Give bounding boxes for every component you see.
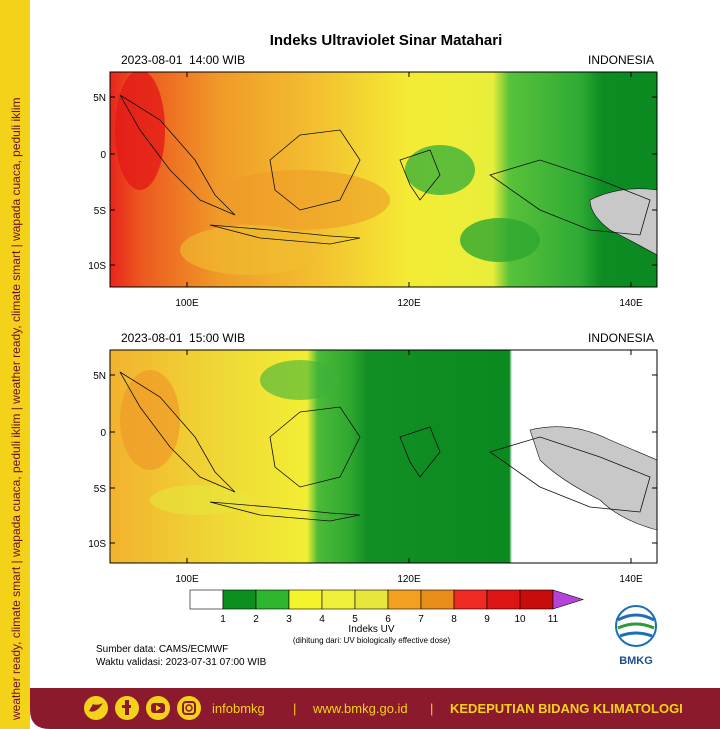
y-tick-label: 10S xyxy=(88,539,106,550)
bmkg-logo: BMKG xyxy=(615,605,657,667)
website[interactable]: www.bmkg.go.id xyxy=(312,701,408,716)
colorbar-label: 1 xyxy=(220,614,226,625)
y-tick-label: 5N xyxy=(93,371,106,382)
separator: | xyxy=(430,701,433,716)
colorbar-label: 7 xyxy=(418,614,424,625)
y-tick-label: 5N xyxy=(93,93,106,104)
map-panel xyxy=(110,350,657,563)
colorbar-label: 6 xyxy=(385,614,391,625)
y-tick-label: 0 xyxy=(100,428,106,439)
colorbar-box xyxy=(453,589,488,610)
panel-time: 2023-08-01 15:00 WIB xyxy=(121,331,245,345)
social-icons xyxy=(84,696,201,720)
y-tick-label: 10S xyxy=(88,261,106,272)
map-panel xyxy=(110,72,657,287)
x-tick-label: 100E xyxy=(175,298,199,309)
colorbar-box xyxy=(387,589,422,610)
colorbar-label: 3 xyxy=(286,614,292,625)
colorbar-arrow xyxy=(552,589,584,610)
colorbar-label: 5 xyxy=(352,614,358,625)
x-tick-label: 140E xyxy=(619,574,643,585)
y-tick-label: 5S xyxy=(94,206,107,217)
panel-region: INDONESIA xyxy=(588,331,654,345)
colorbar-label: 9 xyxy=(484,614,490,625)
panel-time: 2023-08-01 14:00 WIB xyxy=(121,53,245,67)
map-frame xyxy=(109,349,658,564)
colorbar-box xyxy=(354,589,389,610)
colorbar-box xyxy=(288,589,323,610)
side-strip xyxy=(0,0,30,729)
footer-band xyxy=(30,688,720,729)
map-frame xyxy=(109,71,658,288)
colorbar-note: (dihitung dari: UV biologically effectiv… xyxy=(293,636,451,645)
x-tick-label: 120E xyxy=(397,298,421,309)
separator: | xyxy=(293,701,296,716)
colorbar-box xyxy=(519,589,554,610)
colorbar-label: 4 xyxy=(319,614,325,625)
colorbar-box xyxy=(420,589,455,610)
colorbar-label: 11 xyxy=(548,614,559,625)
colorbar-box xyxy=(189,589,224,610)
colorbar-label: 8 xyxy=(451,614,457,625)
social-handle: infobmkg xyxy=(212,701,265,716)
colorbar-box xyxy=(255,589,290,610)
colorbar-label: 2 xyxy=(253,614,259,625)
colorbar-box xyxy=(486,589,521,610)
y-tick-label: 0 xyxy=(100,150,106,161)
department: KEDEPUTIAN BIDANG KLIMATOLOGI xyxy=(450,701,683,716)
title: Indeks Ultraviolet Sinar Matahari xyxy=(270,32,503,49)
x-tick-label: 120E xyxy=(397,574,421,585)
x-tick-label: 100E xyxy=(175,574,199,585)
panel-region: INDONESIA xyxy=(588,53,654,67)
colorbar-box xyxy=(222,589,257,610)
colorbar-box xyxy=(321,589,356,610)
colorbar-title: Indeks UV xyxy=(348,624,394,635)
validity: Waktu validasi: 2023-07-31 07:00 WIB xyxy=(96,657,267,668)
side-text: weather ready, climate smart | wapada cu… xyxy=(9,97,23,721)
y-tick-label: 5S xyxy=(94,484,107,495)
logo-text: BMKG xyxy=(619,655,653,667)
source: Sumber data: CAMS/ECMWF xyxy=(96,644,228,655)
instagram-icon[interactable] xyxy=(177,696,201,720)
x-tick-label: 140E xyxy=(619,298,643,309)
colorbar-label: 10 xyxy=(514,614,526,625)
